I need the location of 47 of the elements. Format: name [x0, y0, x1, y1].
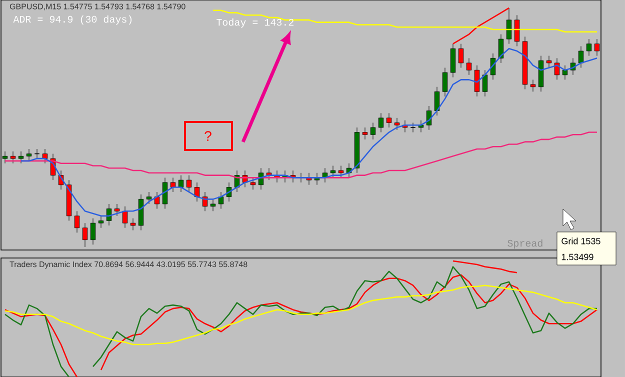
candlestick — [162, 177, 168, 209]
annotation: ? — [204, 131, 212, 141]
candlestick — [418, 120, 424, 133]
candlestick — [586, 38, 592, 56]
candlestick — [394, 118, 400, 130]
candlestick — [386, 112, 392, 128]
candlestick — [154, 192, 160, 209]
candlestick — [506, 8, 512, 44]
candlestick — [18, 151, 24, 164]
candlestick — [362, 127, 368, 140]
candlestick — [10, 151, 16, 164]
candlestick — [482, 70, 488, 97]
candlestick — [458, 44, 464, 68]
annotation: Today = 143.2 — [216, 18, 294, 28]
candlestick — [26, 148, 32, 162]
candlestick — [498, 34, 504, 64]
candlestick — [186, 175, 192, 192]
candlestick — [578, 46, 584, 68]
chart-title: GBPUSD,M15 1.54775 1.54793 1.54768 1.54790 — [10, 4, 186, 10]
candlestick — [514, 14, 520, 46]
candlestick — [90, 218, 96, 245]
candlestick — [74, 210, 80, 233]
candlestick — [546, 56, 552, 68]
text: 1.53499 — [562, 254, 594, 260]
candlestick — [474, 65, 480, 97]
candlestick — [330, 165, 336, 178]
candlestick — [218, 192, 224, 209]
candlestick — [434, 86, 440, 116]
candlestick — [98, 216, 104, 228]
candlestick — [442, 67, 448, 97]
candlestick — [178, 175, 184, 192]
candlestick — [114, 204, 120, 216]
annotation: Grid 1535 — [562, 238, 600, 244]
chart-title: Traders Dynamic Index 70.8694 56.9444 43.0195 55.7743 55.8748 — [10, 261, 248, 269]
candlestick — [530, 79, 536, 92]
candlestick — [250, 177, 256, 190]
candlestick — [466, 58, 472, 76]
candlestick — [130, 218, 136, 231]
candlestick — [82, 222, 88, 248]
annotation: ADR = 94.9 (30 days) — [13, 15, 132, 25]
candlestick — [210, 198, 216, 212]
candlestick — [450, 44, 456, 78]
candlestick — [370, 122, 376, 140]
candlestick — [338, 165, 344, 178]
candlestick — [410, 122, 416, 133]
candlestick — [378, 112, 384, 133]
candlestick — [146, 192, 152, 204]
